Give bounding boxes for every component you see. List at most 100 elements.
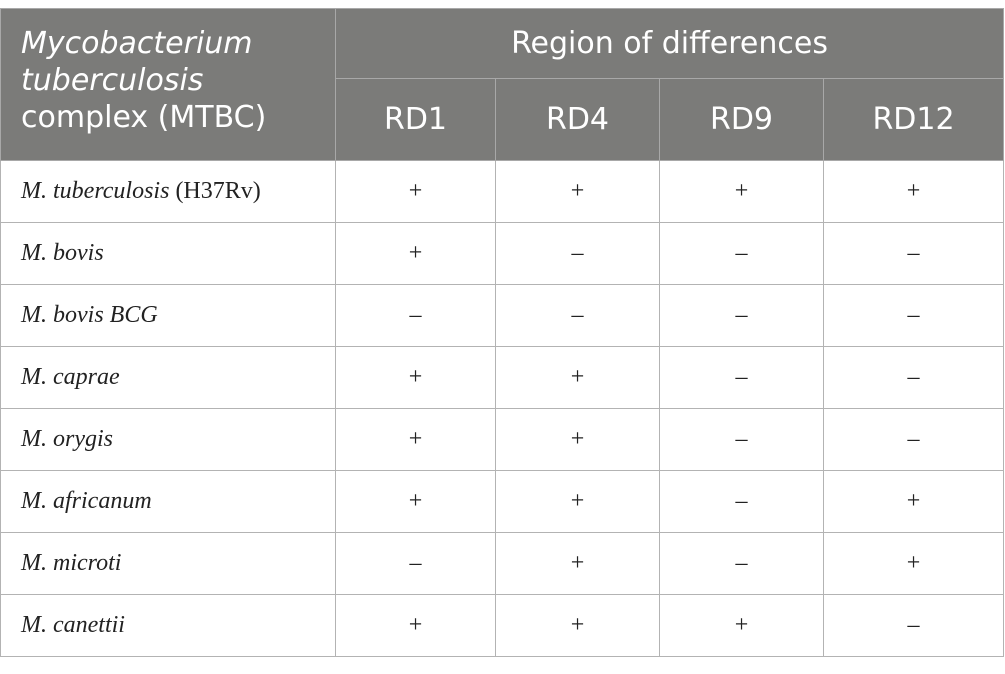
cell-value: + xyxy=(408,240,423,266)
row: M. caprae + + – – xyxy=(0,346,1005,409)
row: M. bovis + – – – xyxy=(0,222,1005,285)
cell-value: + xyxy=(570,426,585,452)
group-header: Region of differences xyxy=(334,8,1005,79)
cell-value: + xyxy=(906,178,921,204)
species-name: M. tuberculosis xyxy=(21,178,170,204)
cell-value: – xyxy=(907,364,920,390)
cell: – xyxy=(659,284,824,347)
cell-value: – xyxy=(907,612,920,638)
cell: – xyxy=(659,532,824,595)
cell-value: + xyxy=(570,550,585,576)
species-name: M. caprae xyxy=(21,364,120,390)
cell-value: + xyxy=(408,612,423,638)
cell-value: – xyxy=(907,302,920,328)
strain-name: (H37Rv) xyxy=(175,178,261,204)
row: M. microti – + – + xyxy=(0,532,1005,595)
cell: + xyxy=(495,408,660,471)
cell: + xyxy=(822,532,1005,595)
species-name: M. orygis xyxy=(21,426,113,452)
cell: – xyxy=(495,284,660,347)
cell: – xyxy=(335,532,496,595)
cell-value: – xyxy=(907,240,920,266)
species-cell: M. bovis BCG xyxy=(0,284,336,347)
species-name: M. africanum xyxy=(21,488,152,514)
cell: – xyxy=(659,470,824,533)
cell-value: – xyxy=(409,302,422,328)
column-label: RD12 xyxy=(872,102,955,137)
row: M. tuberculosis (H37Rv) + + + + xyxy=(0,160,1005,223)
species-cell: M. tuberculosis (H37Rv) xyxy=(0,160,336,223)
cell-value: + xyxy=(906,488,921,514)
row: M. orygis + + – – xyxy=(0,408,1005,471)
cell-value: – xyxy=(735,426,748,452)
cell: – xyxy=(335,284,496,347)
cell-value: + xyxy=(570,488,585,514)
cell: + xyxy=(335,346,496,409)
species-cell: M. africanum xyxy=(0,470,336,533)
cell-value: + xyxy=(408,426,423,452)
row: M. canettii + + + – xyxy=(0,594,1005,657)
cell-value: + xyxy=(408,178,423,204)
cell-value: + xyxy=(734,178,749,204)
cell: – xyxy=(822,222,1005,285)
cell: + xyxy=(659,594,824,657)
species-cell: M. canettii xyxy=(0,594,336,657)
column-header: RD9 xyxy=(659,78,824,161)
species-name: M. bovis BCG xyxy=(21,302,158,328)
cell: – xyxy=(659,346,824,409)
column-header: RD1 xyxy=(335,78,496,161)
column-label: RD9 xyxy=(709,102,774,137)
cell: + xyxy=(495,346,660,409)
cell: + xyxy=(335,594,496,657)
column-label: RD1 xyxy=(383,102,448,137)
cell: + xyxy=(335,408,496,471)
cell-value: – xyxy=(571,240,584,266)
cell: – xyxy=(659,408,824,471)
cell: + xyxy=(335,160,496,223)
group-label: Region of differences xyxy=(511,26,828,61)
cell-value: + xyxy=(906,550,921,576)
cell-value: + xyxy=(408,488,423,514)
cell: + xyxy=(659,160,824,223)
column-header: RD4 xyxy=(495,78,660,161)
cell-value: + xyxy=(570,364,585,390)
cell-value: + xyxy=(408,364,423,390)
species-name: M. microti xyxy=(21,550,122,576)
species-cell: M. orygis xyxy=(0,408,336,471)
header-label: Mycobacterium tuberculosis xyxy=(21,26,253,98)
cell: – xyxy=(822,594,1005,657)
cell-value: + xyxy=(734,612,749,638)
cell: – xyxy=(495,222,660,285)
cell-value: – xyxy=(735,240,748,266)
cell-value: – xyxy=(409,550,422,576)
cell: – xyxy=(659,222,824,285)
species-cell: M. microti xyxy=(0,532,336,595)
cell-value: – xyxy=(735,550,748,576)
cell: + xyxy=(822,470,1005,533)
species-cell: M. caprae xyxy=(0,346,336,409)
cell-value: + xyxy=(570,178,585,204)
row: M. bovis BCG – – – – xyxy=(0,284,1005,347)
cell: + xyxy=(495,470,660,533)
cell: + xyxy=(495,594,660,657)
cell: + xyxy=(335,222,496,285)
header-label: complex (MTBC) xyxy=(21,100,267,135)
cell: + xyxy=(495,532,660,595)
cell: + xyxy=(335,470,496,533)
row: M. africanum + + – + xyxy=(0,470,1005,533)
cell: – xyxy=(822,284,1005,347)
table: Mycobacterium tuberculosis complex (MTBC… xyxy=(0,8,1005,657)
species-name: M. bovis xyxy=(21,240,104,266)
cell: – xyxy=(822,408,1005,471)
cell-value: – xyxy=(907,426,920,452)
cell: + xyxy=(495,160,660,223)
cell-value: – xyxy=(735,488,748,514)
cell-value: – xyxy=(571,302,584,328)
cell: – xyxy=(822,346,1005,409)
species-name: M. canettii xyxy=(21,612,125,638)
column-label: RD4 xyxy=(545,102,610,137)
cell: + xyxy=(822,160,1005,223)
cell-value: + xyxy=(570,612,585,638)
cell-value: – xyxy=(735,302,748,328)
